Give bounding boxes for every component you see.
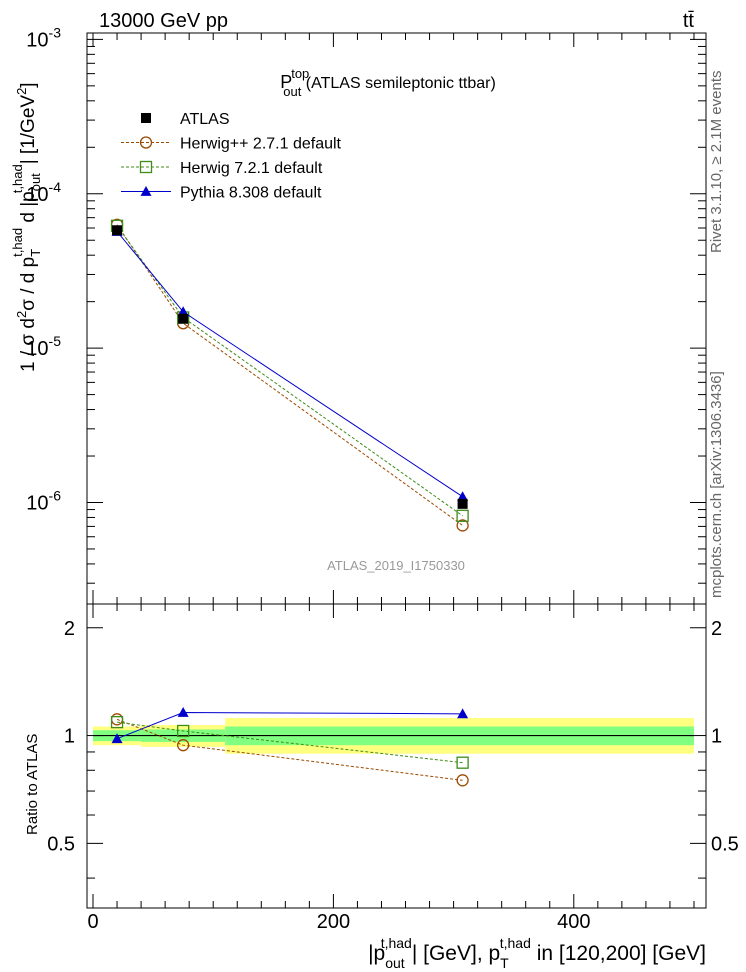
legend-label: Pythia 8.308 default: [180, 185, 322, 202]
ratio-series-line: [116, 718, 463, 781]
title-rest: (ATLAS semileptonic ttbar): [301, 75, 495, 92]
ratio-panel: 0.5 0.5 1 1 2 2 0 200 400: [47, 603, 739, 933]
collision-label: 13000 GeV pp: [99, 10, 228, 32]
title-sub: out: [283, 84, 301, 99]
marker-triangle: [457, 708, 469, 719]
marker-triangle: [457, 491, 469, 502]
marker-circle: [456, 774, 469, 787]
series-line: [116, 225, 463, 517]
main-y-tick-label: 10-6: [26, 487, 61, 514]
marker-square: [456, 509, 469, 522]
title-main: P: [280, 72, 292, 92]
marker-triangle: [177, 306, 189, 317]
title-sup: top: [291, 66, 309, 81]
series-line: [116, 224, 463, 526]
marker-circle: [456, 519, 469, 532]
ratio-y-axis-label: Ratio to ATLAS: [24, 734, 41, 835]
ratio-y-tick-label: 1: [64, 726, 75, 748]
ratio-y-tick-label: 2: [64, 618, 75, 640]
x-tick-label: 0: [87, 911, 98, 933]
marker-square: [177, 724, 190, 738]
marker-filled-square: [112, 225, 123, 236]
analysis-id: ATLAS_2019_I1750330: [327, 558, 465, 573]
x-tick-label: 400: [557, 911, 590, 933]
ratio-y-tick-label-right: 2: [711, 618, 722, 640]
x-tick-label: 200: [317, 911, 350, 933]
main-y-axis-label: 1 / σ d2σ / d pTt,had d |poutt,had| [1/G…: [10, 82, 43, 372]
legend-label: Herwig 7.2.1 default: [180, 160, 323, 177]
legend-label: Herwig++ 2.7.1 default: [180, 136, 342, 153]
ratio-y-tick-label-right: 1: [711, 726, 722, 748]
marker-square: [110, 716, 124, 729]
marker-circle: [177, 739, 190, 752]
legend: ATLAS Herwig++ 2.7.1 default Herwig 7.2.1 …: [121, 111, 342, 202]
marker-circle: [139, 136, 153, 149]
marker-triangle: [111, 733, 123, 744]
main-y-tick-label: 10-5: [26, 333, 61, 360]
marker-filled-square: [178, 313, 189, 324]
legend-label: ATLAS: [180, 111, 230, 128]
chart-title: Ptop out (ATLAS semileptonic ttbar): [280, 66, 496, 99]
ratio-series-line: [116, 721, 463, 764]
ratio-frame: [86, 603, 707, 909]
ratio-y-tick-label-right: 0.5: [711, 833, 739, 855]
main-y-tick-label: 10-4: [26, 179, 61, 206]
mcplots-label: mcplots.cern.ch [arXiv:1306.3436]: [708, 371, 725, 598]
main-y-tick-label: 10-3: [26, 24, 61, 51]
marker-triangle: [140, 186, 152, 196]
rivet-label: Rivet 3.1.10, ≥ 2.1M events: [708, 71, 725, 254]
x-axis-label: |poutt,had| [GeV], pTt,had in [120,200] …: [368, 935, 706, 971]
process-label: tt̄: [683, 10, 695, 32]
marker-square: [456, 756, 469, 769]
marker-triangle: [177, 706, 189, 717]
ratio-y-tick-label: 0.5: [47, 833, 75, 855]
marker-square: [139, 160, 153, 174]
marker-filled-square: [457, 498, 468, 509]
series-line: [116, 231, 463, 498]
main-panel: 10-6 10-5 10-4 10-3: [26, 24, 707, 618]
marker-filled-square: [141, 113, 151, 123]
